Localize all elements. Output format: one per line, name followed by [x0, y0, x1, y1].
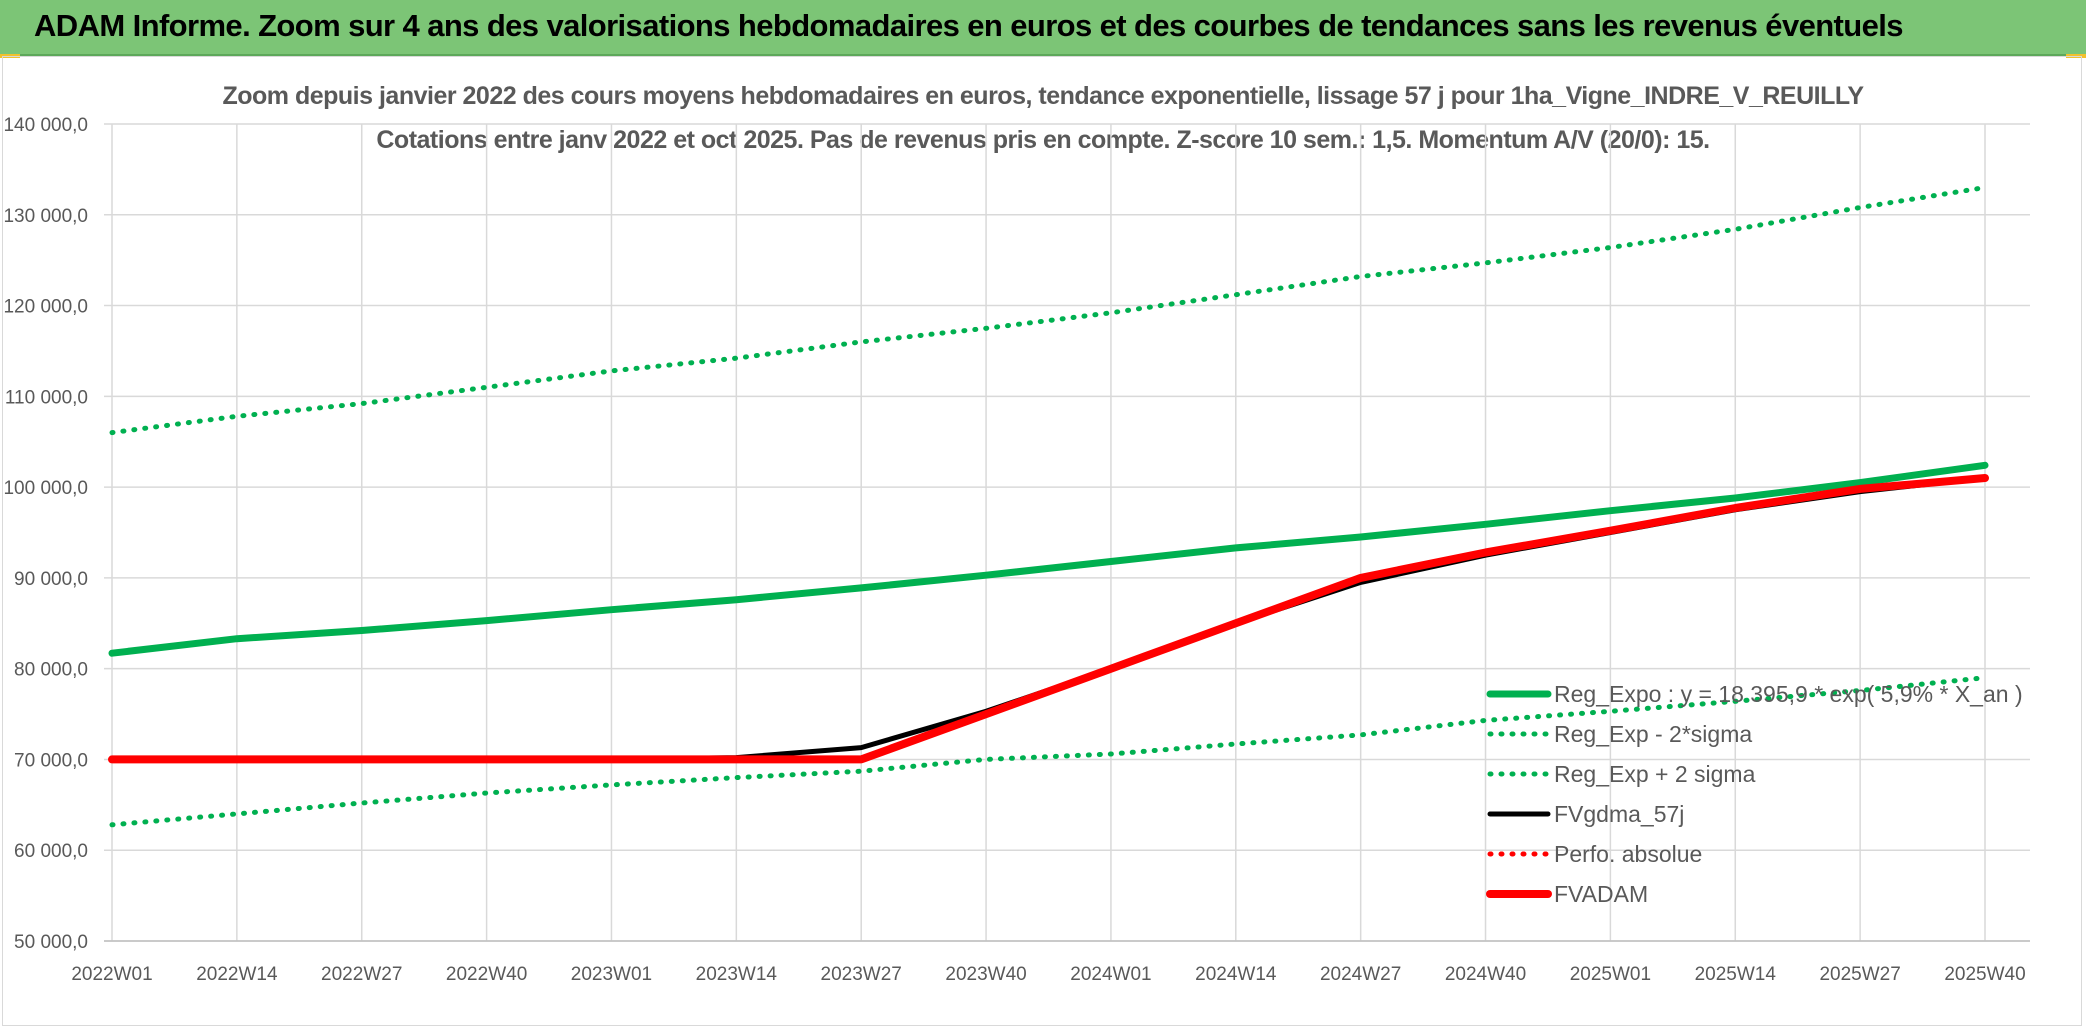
y-tick-label: 110 000,0 [5, 387, 88, 408]
x-tick-label: 2022W27 [321, 964, 402, 985]
y-tick-label: 100 000,0 [3, 478, 88, 499]
x-tick-label: 2025W27 [1819, 964, 1900, 985]
series-line-3 [109, 475, 1988, 762]
legend-label-1: Reg_Exp - 2*sigma [1554, 721, 1752, 747]
x-tick-label: 2023W40 [945, 964, 1026, 985]
legend-label-5: FVADAM [1554, 881, 1648, 907]
y-tick-label: 120 000,0 [3, 297, 88, 318]
y-tick-label: 70 000,0 [14, 750, 88, 771]
series-line-2 [109, 185, 1988, 436]
series-line-5 [108, 474, 1989, 764]
x-tick-label: 2023W27 [821, 964, 902, 985]
x-tick-label: 2023W14 [696, 964, 778, 985]
chart-subtitle: Cotations entre janv 2022 et oct 2025. P… [376, 126, 1710, 154]
x-tick-label: 2024W40 [1445, 964, 1526, 985]
x-tick-label: 2024W01 [1070, 964, 1151, 985]
x-tick-label: 2022W14 [196, 964, 278, 985]
legend-label-3: FVgdma_57j [1554, 801, 1684, 827]
series-line-0 [108, 461, 1989, 657]
x-tick-label: 2024W14 [1195, 964, 1277, 985]
chart-title: Zoom depuis janvier 2022 des cours moyen… [222, 82, 1864, 110]
legend-label-0: Reg_Expo : y = 18 395,9 * exp( 5,9% * X_… [1554, 681, 2023, 707]
y-tick-label: 90 000,0 [14, 569, 88, 590]
x-tick-label: 2025W14 [1695, 964, 1777, 985]
chart-frame [2, 56, 2082, 1026]
y-tick-label: 50 000,0 [14, 932, 88, 953]
legend-label-2: Reg_Exp + 2 sigma [1554, 761, 1756, 787]
x-tick-label: 2023W01 [571, 964, 652, 985]
y-tick-label: 80 000,0 [14, 660, 88, 681]
y-tick-label: 140 000,0 [3, 115, 88, 136]
x-tick-label: 2025W40 [1944, 964, 2025, 985]
series-line-4 [109, 475, 1988, 762]
x-tick-label: 2025W01 [1570, 964, 1651, 985]
legend-label-4: Perfo. absolue [1554, 841, 1702, 867]
report-title: ADAM Informe. Zoom sur 4 ans des valoris… [34, 8, 1904, 43]
x-tick-label: 2022W40 [446, 964, 527, 985]
y-tick-label: 130 000,0 [3, 206, 88, 227]
report-banner: ADAM Informe. Zoom sur 4 ans des valoris… [0, 0, 2086, 56]
y-tick-label: 60 000,0 [14, 841, 88, 862]
x-tick-label: 2022W01 [71, 964, 152, 985]
x-tick-label: 2024W27 [1320, 964, 1401, 985]
